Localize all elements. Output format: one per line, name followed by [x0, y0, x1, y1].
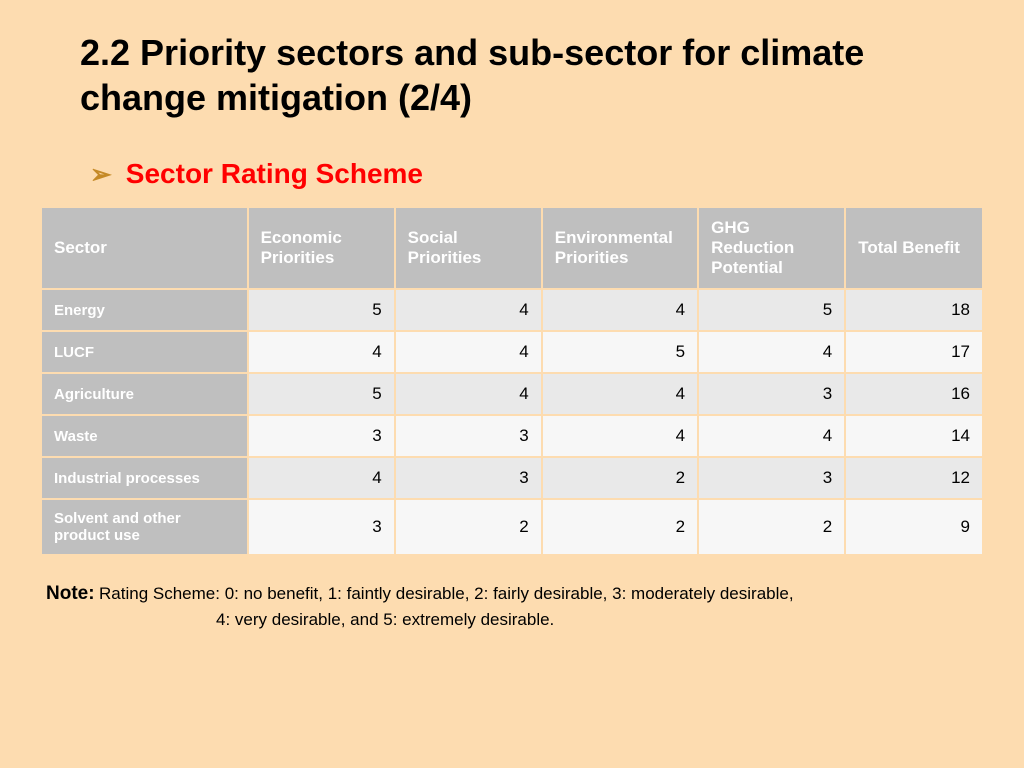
- row-label: Agriculture: [42, 374, 247, 414]
- table-cell: 4: [699, 332, 844, 372]
- table-row: Solvent and other product use32229: [42, 500, 982, 554]
- table-cell: 4: [543, 290, 697, 330]
- table-cell: 14: [846, 416, 982, 456]
- table-cell: 4: [543, 416, 697, 456]
- row-label: Waste: [42, 416, 247, 456]
- rating-table: SectorEconomic PrioritiesSocial Prioriti…: [40, 206, 984, 556]
- table-cell: 3: [699, 374, 844, 414]
- table-cell: 4: [249, 332, 394, 372]
- table-row: Agriculture544316: [42, 374, 982, 414]
- table-header-cell: GHG Reduction Potential: [699, 208, 844, 288]
- table-cell: 5: [249, 290, 394, 330]
- table-row: Energy544518: [42, 290, 982, 330]
- table-cell: 3: [396, 416, 541, 456]
- table-cell: 2: [543, 500, 697, 554]
- table-header-cell: Sector: [42, 208, 247, 288]
- table-row: Waste334414: [42, 416, 982, 456]
- table-header-cell: Total Benefit: [846, 208, 982, 288]
- row-label: Energy: [42, 290, 247, 330]
- note-line1: Rating Scheme: 0: no benefit, 1: faintly…: [99, 584, 794, 603]
- table-cell: 2: [543, 458, 697, 498]
- table-cell: 3: [396, 458, 541, 498]
- table-header-cell: Economic Priorities: [249, 208, 394, 288]
- table-cell: 3: [249, 500, 394, 554]
- table-cell: 12: [846, 458, 982, 498]
- table-cell: 16: [846, 374, 982, 414]
- note-label: Note:: [46, 583, 95, 604]
- table-cell: 2: [396, 500, 541, 554]
- note-block: Note: Rating Scheme: 0: no benefit, 1: f…: [46, 580, 984, 632]
- slide-title: 2.2 Priority sectors and sub-sector for …: [80, 30, 944, 120]
- table-row: LUCF445417: [42, 332, 982, 372]
- table-cell: 2: [699, 500, 844, 554]
- table-header-row: SectorEconomic PrioritiesSocial Prioriti…: [42, 208, 982, 288]
- arrow-bullet-icon: ➢: [90, 159, 112, 190]
- table-cell: 4: [396, 290, 541, 330]
- table-cell: 3: [699, 458, 844, 498]
- table-cell: 3: [249, 416, 394, 456]
- table-row: Industrial processes432312: [42, 458, 982, 498]
- table-cell: 18: [846, 290, 982, 330]
- table-cell: 4: [396, 332, 541, 372]
- subtitle-text: Sector Rating Scheme: [126, 158, 423, 190]
- table-cell: 4: [699, 416, 844, 456]
- table-cell: 9: [846, 500, 982, 554]
- table-header-cell: Environmental Priorities: [543, 208, 697, 288]
- row-label: Industrial processes: [42, 458, 247, 498]
- note-line2: 4: very desirable, and 5: extremely desi…: [216, 608, 984, 633]
- table-header-cell: Social Priorities: [396, 208, 541, 288]
- table-cell: 4: [396, 374, 541, 414]
- table-cell: 17: [846, 332, 982, 372]
- row-label: Solvent and other product use: [42, 500, 247, 554]
- table-cell: 5: [699, 290, 844, 330]
- table-cell: 5: [543, 332, 697, 372]
- row-label: LUCF: [42, 332, 247, 372]
- table-cell: 5: [249, 374, 394, 414]
- table-cell: 4: [543, 374, 697, 414]
- table-cell: 4: [249, 458, 394, 498]
- slide-container: 2.2 Priority sectors and sub-sector for …: [0, 0, 1024, 768]
- subtitle-row: ➢ Sector Rating Scheme: [90, 158, 984, 190]
